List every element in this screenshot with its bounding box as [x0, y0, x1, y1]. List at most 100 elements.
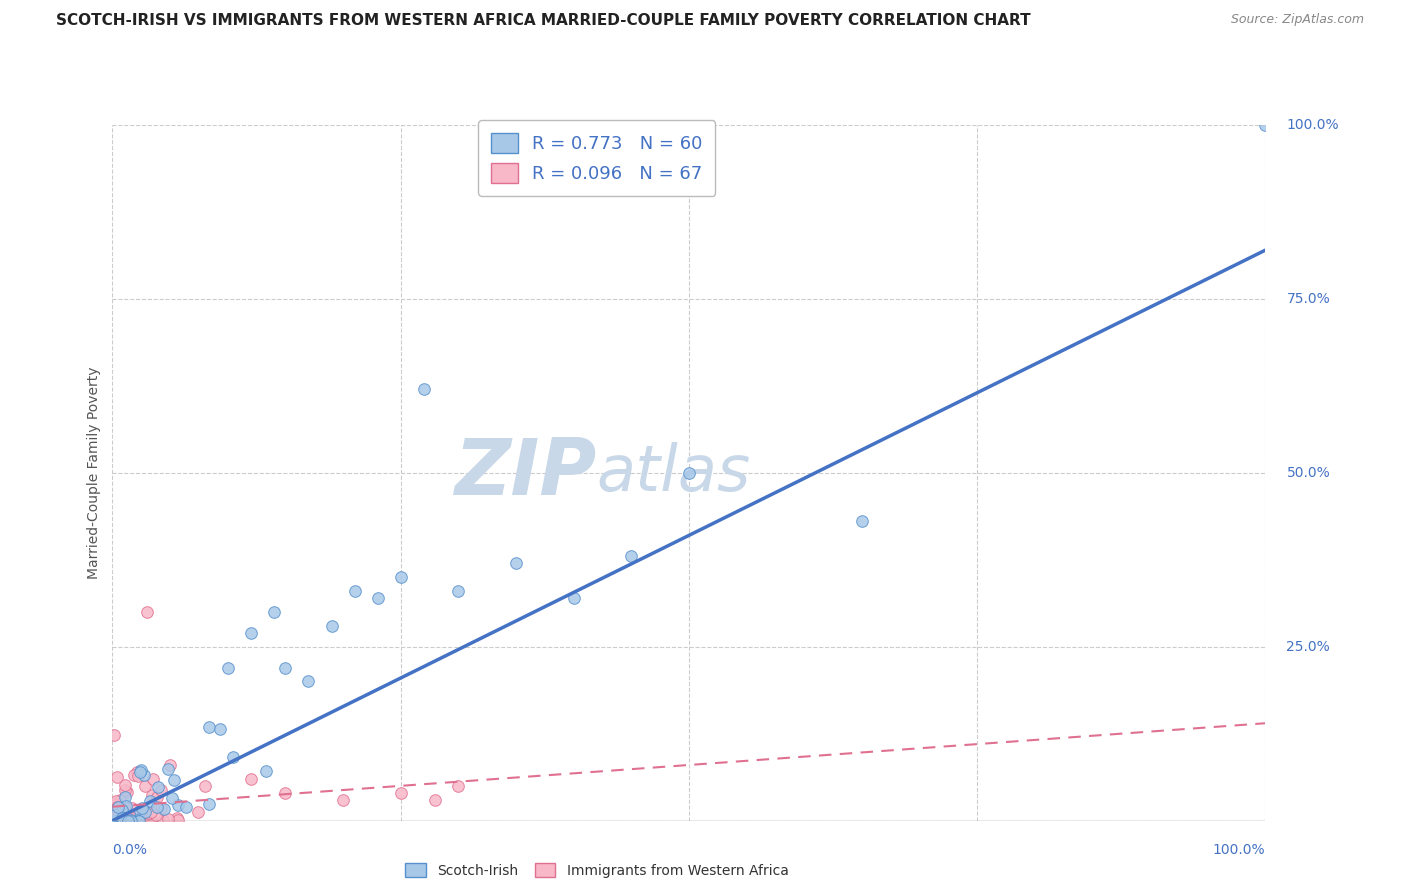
Point: [117, 814, 139, 828]
Point: [263, 605, 285, 619]
Point: [125, 813, 148, 827]
Point: [131, 803, 153, 817]
Point: [217, 660, 239, 674]
Legend: Scotch-Irish, Immigrants from Western Africa: Scotch-Irish, Immigrants from Western Af…: [399, 857, 794, 883]
Point: [131, 803, 153, 817]
Point: [157, 762, 180, 776]
Point: [194, 779, 217, 793]
Point: [412, 382, 434, 396]
Point: [129, 763, 152, 777]
Point: [187, 805, 209, 820]
Point: [105, 800, 128, 814]
Point: [115, 799, 138, 814]
Point: [103, 814, 125, 828]
Point: [136, 605, 159, 619]
Point: [138, 811, 160, 825]
Point: [115, 814, 138, 828]
Text: 0.0%: 0.0%: [112, 843, 148, 857]
Point: [112, 811, 135, 825]
Text: 25.0%: 25.0%: [1286, 640, 1330, 654]
Point: [138, 813, 160, 827]
Point: [104, 814, 127, 828]
Point: [332, 793, 354, 807]
Text: 50.0%: 50.0%: [1286, 466, 1330, 480]
Point: [136, 807, 159, 822]
Point: [104, 804, 127, 818]
Point: [127, 769, 149, 783]
Text: 75.0%: 75.0%: [1286, 292, 1330, 306]
Point: [160, 791, 183, 805]
Text: Source: ZipAtlas.com: Source: ZipAtlas.com: [1230, 13, 1364, 27]
Point: [167, 797, 190, 812]
Point: [153, 802, 176, 816]
Point: [146, 799, 169, 814]
Point: [239, 772, 262, 786]
Point: [122, 768, 145, 782]
Point: [105, 770, 128, 784]
Point: [274, 786, 297, 800]
Point: [108, 793, 131, 807]
Point: [103, 728, 125, 742]
Point: [121, 801, 143, 815]
Text: atlas: atlas: [596, 442, 751, 504]
Point: [114, 778, 136, 792]
Point: [149, 800, 172, 814]
Point: [103, 808, 125, 822]
Point: [103, 797, 125, 812]
Point: [128, 764, 150, 779]
Point: [127, 805, 149, 820]
Point: [117, 804, 139, 818]
Point: [146, 790, 169, 805]
Point: [115, 809, 138, 823]
Point: [115, 785, 138, 799]
Point: [134, 779, 156, 793]
Point: [678, 466, 700, 480]
Point: [447, 779, 470, 793]
Point: [447, 584, 470, 599]
Point: [156, 812, 179, 826]
Point: [131, 806, 153, 821]
Point: [162, 772, 184, 787]
Point: [118, 810, 141, 824]
Point: [129, 804, 152, 818]
Point: [127, 764, 149, 779]
Point: [256, 764, 278, 779]
Point: [104, 794, 127, 808]
Point: [121, 814, 143, 828]
Point: [389, 570, 412, 584]
Point: [114, 790, 136, 805]
Point: [142, 772, 165, 786]
Point: [198, 797, 221, 811]
Point: [138, 813, 160, 827]
Point: [367, 591, 389, 605]
Point: [120, 814, 142, 828]
Point: [134, 805, 156, 819]
Point: [127, 805, 149, 820]
Point: [620, 549, 643, 564]
Point: [141, 788, 163, 802]
Point: [166, 811, 188, 825]
Point: [1254, 118, 1277, 132]
Point: [108, 809, 131, 823]
Point: [114, 782, 136, 797]
Y-axis label: Married-Couple Family Poverty: Married-Couple Family Poverty: [87, 367, 101, 579]
Point: [125, 814, 148, 828]
Point: [148, 780, 170, 794]
Point: [343, 584, 366, 599]
Text: SCOTCH-IRISH VS IMMIGRANTS FROM WESTERN AFRICA MARRIED-COUPLE FAMILY POVERTY COR: SCOTCH-IRISH VS IMMIGRANTS FROM WESTERN …: [56, 13, 1031, 29]
Point: [138, 794, 160, 808]
Point: [118, 808, 141, 822]
Point: [104, 807, 127, 822]
Point: [135, 810, 157, 824]
Point: [145, 808, 167, 822]
Point: [198, 720, 221, 734]
Point: [425, 793, 447, 807]
Point: [222, 750, 245, 764]
Point: [107, 800, 129, 814]
Point: [111, 811, 134, 825]
Point: [115, 799, 138, 814]
Point: [127, 814, 149, 828]
Text: 100.0%: 100.0%: [1286, 118, 1339, 132]
Point: [297, 674, 319, 689]
Point: [149, 783, 172, 797]
